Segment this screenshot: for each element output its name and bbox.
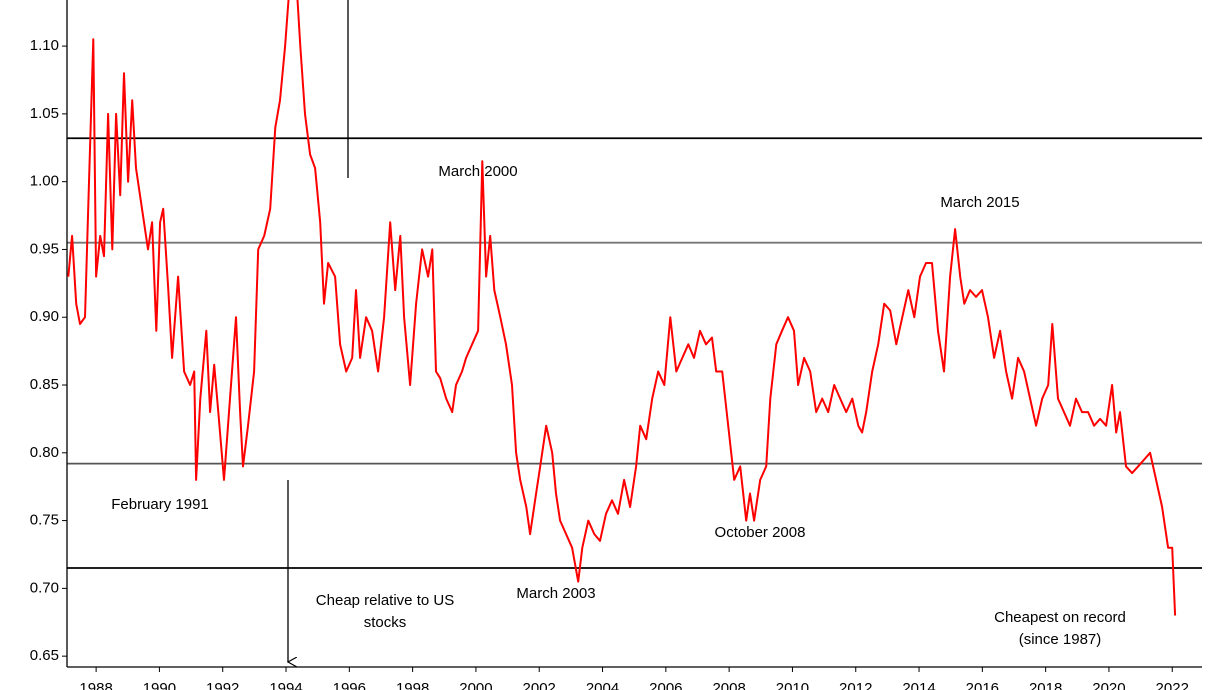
x-tick-label: 2010 [776,680,809,690]
x-tick-label: 2006 [649,680,682,690]
annotation: October 2008 [715,524,806,541]
y-tick-label: 0.95 [30,240,59,257]
x-tick-label: 1994 [269,680,302,690]
y-tick-label: 0.65 [30,647,59,664]
x-tick-label: 1990 [143,680,176,690]
y-tick-label: 1.00 [30,173,59,190]
y-tick-label: 0.85 [30,376,59,393]
annotation: March 2015 [940,194,1019,211]
x-tick-label: 2002 [523,680,556,690]
y-tick-label: 0.90 [30,308,59,325]
x-tick-label: 2008 [712,680,745,690]
x-tick-label: 2012 [839,680,872,690]
x-tick-label: 1998 [396,680,429,690]
data-line [67,0,1177,616]
x-tick-label: 2022 [1156,680,1189,690]
x-tick-label: 2016 [966,680,999,690]
x-tick-label: 1988 [79,680,112,690]
x-tick-label: 2000 [459,680,492,690]
annotation: March 2003 [516,585,595,602]
y-tick-label: 0.70 [30,579,59,596]
annotation: Cheapest on record [994,609,1126,626]
y-tick-label: 1.05 [30,105,59,122]
x-tick-label: 2014 [902,680,935,690]
y-tick-label: 0.80 [30,444,59,461]
annotation: (since 1987) [1019,631,1102,648]
x-tick-label: 2004 [586,680,619,690]
x-tick-label: 1992 [206,680,239,690]
x-tick-label: 2018 [1029,680,1062,690]
plot-area: 0.65 0.70 0.75 0.80 0.85 0.90 0.95 1.00 1.05 1.10… [30,0,1202,690]
x-tick-label: 2020 [1092,680,1125,690]
y-tick-label: 1.10 [30,37,59,54]
annotation: February 1991 [111,496,209,513]
annotation: stocks [364,614,407,631]
annotation: March 2000 [438,163,517,180]
x-tick-label: 1996 [333,680,366,690]
y-tick-label: 0.75 [30,512,59,529]
annotation: Cheap relative to US [316,592,454,609]
